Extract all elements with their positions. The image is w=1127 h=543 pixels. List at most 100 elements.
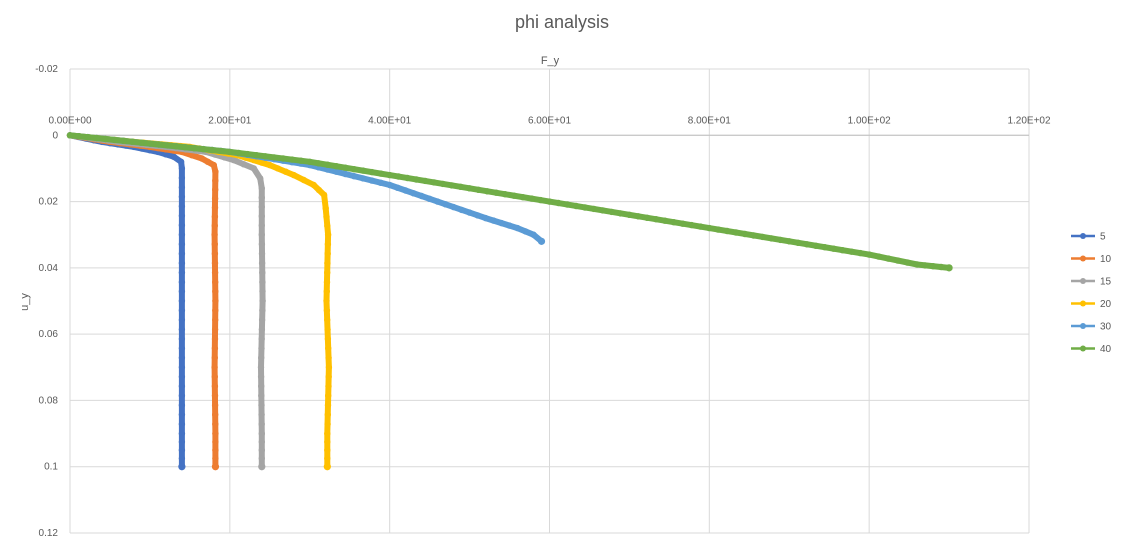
data-point — [211, 373, 218, 380]
legend-swatch-marker — [1080, 300, 1086, 307]
data-point — [257, 175, 264, 182]
data-point — [812, 242, 820, 249]
data-point — [178, 335, 186, 343]
data-point — [212, 411, 219, 418]
y-tick-label: 0.12 — [39, 528, 59, 539]
data-point — [322, 205, 329, 212]
y-tick-label: 0 — [52, 130, 58, 141]
data-point — [661, 217, 669, 224]
data-point — [178, 383, 186, 390]
data-point — [258, 213, 265, 220]
data-point — [282, 168, 289, 175]
data-point — [325, 364, 333, 371]
data-point — [258, 392, 265, 399]
data-point — [212, 168, 219, 175]
data-point — [211, 402, 219, 409]
data-point — [333, 163, 340, 170]
data-point — [857, 249, 864, 257]
legend-item: 5 — [1071, 232, 1106, 243]
data-point — [258, 185, 265, 192]
data-point — [259, 278, 266, 286]
data-point — [212, 177, 219, 184]
data-point — [913, 261, 921, 268]
data-point — [324, 402, 332, 409]
data-point — [875, 253, 882, 260]
data-point — [450, 203, 457, 211]
data-point — [501, 191, 509, 198]
data-point — [670, 219, 677, 226]
data-point — [271, 154, 278, 161]
data-point — [723, 227, 731, 235]
data-point — [324, 269, 331, 276]
data-point — [786, 238, 793, 245]
data-point — [178, 269, 186, 276]
data-point — [211, 250, 219, 257]
x-tick-label: 6.00E+01 — [528, 115, 572, 126]
data-point — [697, 223, 704, 230]
data-point — [359, 167, 367, 174]
data-point — [546, 198, 553, 205]
data-point — [211, 213, 219, 220]
data-point — [572, 202, 580, 210]
data-point — [608, 208, 615, 216]
legend-item: 15 — [1071, 277, 1112, 288]
data-point — [324, 438, 331, 446]
legend-label: 10 — [1100, 254, 1112, 265]
data-point — [178, 259, 186, 267]
x-tick-label: 4.00E+01 — [368, 115, 412, 126]
data-point — [258, 194, 265, 201]
data-point — [93, 134, 100, 142]
x-tick-label: 8.00E+01 — [688, 115, 732, 126]
data-point — [324, 222, 331, 230]
data-point — [178, 446, 186, 454]
data-point — [386, 171, 393, 179]
data-point — [178, 392, 186, 399]
data-point — [178, 278, 186, 286]
data-point — [617, 210, 624, 217]
data-point — [537, 237, 546, 245]
data-point — [178, 438, 186, 446]
data-point — [324, 455, 331, 462]
legend-swatch-marker — [1080, 345, 1086, 352]
data-point — [204, 158, 212, 165]
data-point — [945, 264, 953, 272]
data-point — [178, 165, 186, 172]
data-point — [211, 345, 219, 352]
data-point — [599, 207, 606, 214]
data-point — [688, 221, 695, 229]
x-tick-label: 0.00E+00 — [48, 115, 92, 126]
data-point — [226, 148, 233, 156]
data-point — [937, 263, 945, 271]
data-point — [211, 222, 218, 229]
data-point — [474, 212, 481, 219]
data-point — [258, 222, 265, 229]
data-point — [404, 174, 411, 182]
data-point — [240, 161, 247, 168]
data-point — [178, 455, 186, 462]
y-tick-label: 0.04 — [39, 263, 59, 274]
data-point — [178, 402, 186, 409]
gridlines — [69, 68, 1030, 534]
data-point — [342, 164, 349, 171]
data-point — [315, 160, 322, 167]
data-point — [323, 213, 330, 221]
data-point — [178, 420, 186, 428]
data-point — [84, 133, 92, 141]
data-point — [258, 354, 265, 361]
y-tick-label: 0.08 — [39, 395, 59, 406]
data-point — [212, 446, 219, 454]
data-point — [200, 145, 207, 153]
data-point — [250, 165, 257, 172]
data-point — [315, 186, 323, 194]
data-point — [866, 251, 873, 258]
data-point — [178, 463, 186, 471]
data-point — [475, 186, 482, 193]
axes: -0.02 0 0.02 0.04 0.06 0.08 0.1 0.12 0.00E+00 2.0… — [35, 64, 1051, 539]
data-point — [581, 204, 589, 211]
data-point — [258, 402, 265, 409]
data-point — [323, 288, 330, 295]
x-axis-title: F_y — [541, 55, 560, 67]
data-point — [212, 288, 219, 295]
legend-item: 20 — [1071, 299, 1112, 310]
